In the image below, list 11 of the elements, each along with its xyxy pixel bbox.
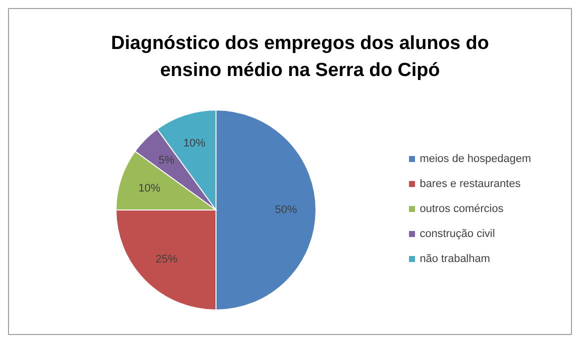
data-label: 5% [158,154,175,167]
data-label: 25% [155,253,178,266]
legend-label: outros comércios [420,203,504,215]
legend-label: construção civil [420,228,495,240]
chart-title: Diagnóstico dos empregos dos alunos do ensino médio na Serra do Cipó [110,32,490,83]
data-label: 50% [274,204,298,216]
data-label: 10% [138,182,161,194]
legend-label: não trabalham [420,253,490,265]
legend-label: meios de hospedagem [420,153,531,165]
data-label: 10% [183,137,206,150]
legend-label: bares e restaurantes [420,178,521,190]
